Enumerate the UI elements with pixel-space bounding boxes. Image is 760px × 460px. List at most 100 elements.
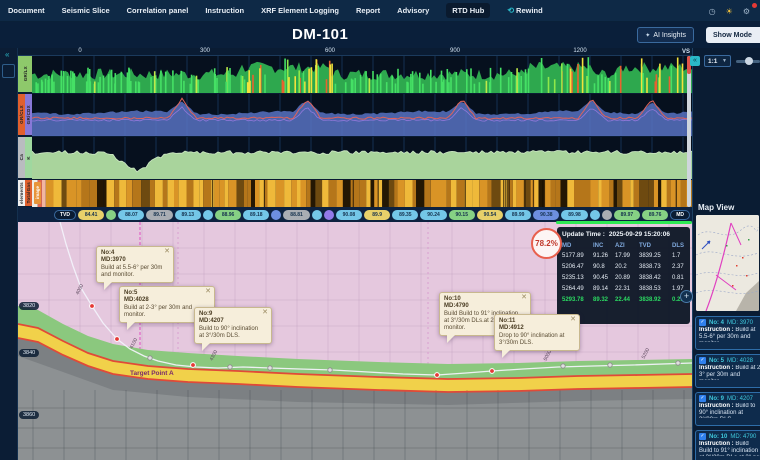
close-icon[interactable]: ✕	[262, 309, 268, 316]
checkbox-checked-icon[interactable]: ✓	[699, 433, 706, 440]
depth-label: 3840	[19, 349, 40, 357]
ai-insights-label: AI Insights	[653, 31, 686, 39]
progress-badge: 78.2%	[531, 228, 562, 259]
checkbox-checked-icon[interactable]: ✓	[699, 319, 706, 326]
menu-item-xrf-element-logging[interactable]: XRF Element Logging	[261, 6, 339, 15]
wellbore-path	[59, 222, 692, 376]
ruler-segment: 89.99	[505, 209, 532, 220]
survey-cell: 5293.78	[562, 297, 584, 303]
item-no: No: 10	[709, 433, 728, 440]
collapse-left-icon[interactable]: «	[5, 50, 10, 59]
zoom-in-button[interactable]: +	[680, 290, 693, 303]
menu-item-instruction[interactable]: Instruction	[205, 6, 245, 15]
collapse-sidebar-icon[interactable]: «	[690, 56, 700, 66]
track-label-totalgas[interactable]: TotalGas	[25, 180, 32, 206]
close-icon[interactable]: ✕	[570, 316, 576, 323]
menu-item-rewind[interactable]: ⟲ Rewind	[507, 6, 543, 15]
image-track-tag: image	[34, 182, 41, 204]
track-scrollbar-thumb[interactable]	[687, 56, 691, 74]
history-icon[interactable]: ◷	[708, 6, 716, 16]
ruler-right-label: MD	[670, 209, 690, 220]
menu-item-rtd-hub[interactable]: RTD Hub	[446, 3, 491, 18]
item-instruction-label: Instruction :	[699, 441, 736, 447]
scale-tick: 1200	[573, 48, 587, 54]
show-mode-button[interactable]: Show Mode	[706, 27, 760, 43]
survey-cell: 22.44	[615, 297, 631, 303]
well-cross-section[interactable]: Target Point A Update Time : 2025-09-29 …	[18, 221, 693, 460]
ruler-segment: 90.15	[448, 209, 475, 220]
survey-cell: 91.26	[593, 253, 609, 259]
survey-col-azi: AZI	[615, 243, 625, 249]
item-instruction-label: Instruction :	[699, 403, 736, 409]
track-label-gr-clx[interactable]: GR/CLX	[18, 94, 25, 135]
ruler-segment: 90.08	[335, 209, 363, 220]
theme-icon[interactable]: ☀	[725, 6, 733, 16]
map-view-thumbnail[interactable]	[696, 215, 759, 311]
gray-shadow-band	[18, 338, 692, 405]
left-tool-box[interactable]	[2, 64, 15, 78]
menu-item-correlation-panel[interactable]: Correlation panel	[126, 6, 189, 15]
close-icon[interactable]: ✕	[521, 294, 527, 301]
horizontal-scroll-thumb[interactable]	[556, 221, 692, 224]
item-no: No: 4	[709, 319, 724, 326]
instruction-callout[interactable]: No:4 MD:3970 ✕ Build at 5.5-6° per 30m and …	[96, 246, 174, 290]
ruler-segment	[271, 209, 282, 220]
menu-item-seismic-slice[interactable]: Seismic Slice	[61, 6, 110, 15]
ruler-segment: 89.98	[561, 209, 588, 220]
survey-cell: 5264.49	[562, 286, 584, 292]
notification-dot	[752, 3, 757, 8]
instruction-list-item[interactable]: ✓ No: 10 MD: 4790 Instruction : Build Build…	[695, 430, 760, 460]
track-label-elements[interactable]: elements	[18, 180, 25, 206]
survey-table-overlay: Update Time : 2025-09-29 15:20:06 MD INC A…	[557, 227, 690, 324]
top-menu-bar: Document Seismic Slice Correlation panel In…	[0, 0, 760, 22]
instruction-list-item[interactable]: ✓ No: 9 MD: 4207 Instruction : Build to 90°…	[695, 392, 760, 426]
checkbox-checked-icon[interactable]: ✓	[699, 357, 706, 364]
survey-row: 5293.78 89.32 22.44 3838.92 0.23	[562, 295, 686, 306]
scale-tick: 300	[199, 48, 211, 54]
track2-curves	[32, 94, 692, 136]
item-instruction: Instruction : Build at 5.5-6° per 30m an…	[699, 327, 756, 342]
ruler-segment: 88.81	[283, 209, 310, 220]
track-label-k[interactable]: K	[25, 137, 32, 178]
menu-item-advisory[interactable]: Advisory	[397, 6, 430, 15]
green-layer	[18, 306, 692, 379]
survey-cell: 3838.53	[639, 286, 661, 292]
track-label-gr-lx[interactable]: GR/LX	[18, 56, 32, 92]
ruler-segment: 89.71	[146, 209, 173, 220]
tvd-ruler: TVD 84.41 88.07 89.71 89.13 88.96 89.18 88.81 90…	[18, 207, 692, 222]
close-icon[interactable]: ✕	[164, 248, 170, 255]
survey-cell: 3838.92	[639, 297, 661, 303]
zoom-slider-handle[interactable]	[745, 57, 753, 65]
track-scrollbar[interactable]	[687, 56, 691, 207]
survey-row: 5206.47 90.8 20.2 3838.73 2.37	[562, 262, 686, 273]
ruler-segment	[589, 209, 600, 220]
item-no: No: 9	[709, 395, 724, 402]
survey-cell: 90.8	[593, 264, 605, 270]
menu-item-report[interactable]: Report	[355, 6, 381, 15]
instruction-callout[interactable]: No:9 MD:4207 ✕ Build to 90° inclination at …	[194, 307, 272, 351]
survey-cell: 5235.13	[562, 275, 584, 281]
checkbox-checked-icon[interactable]: ✓	[699, 395, 706, 402]
close-icon[interactable]: ✕	[205, 288, 211, 295]
callout-md: MD:4028	[124, 297, 149, 303]
formation-top-line	[18, 323, 692, 380]
track-label-ca[interactable]: Ca	[18, 137, 25, 178]
ruler-segment: 89.97	[613, 209, 640, 220]
callout-text: Build at 5.5-6° per 30m and monitor.	[101, 265, 163, 278]
scale-ratio-select[interactable]: 1:1 ▼	[704, 55, 731, 67]
survey-cell: 89.14	[593, 286, 609, 292]
survey-cell: 5177.89	[562, 253, 584, 259]
settings-icon[interactable]: ⚙	[742, 6, 750, 16]
track-label-gr-cdx[interactable]: GR/CDX	[25, 94, 32, 135]
item-instruction-label: Instruction :	[699, 327, 736, 333]
survey-col-inc: INC	[593, 243, 604, 249]
menu-item-document[interactable]: Document	[8, 6, 45, 15]
ai-insights-button[interactable]: ✦ AI Insights	[637, 27, 694, 43]
instruction-list-item[interactable]: ✓ No: 4 MD: 3970 Instruction : Build at 5.5…	[695, 316, 760, 350]
callout-md: MD:3970	[101, 257, 126, 263]
menu-icon-group: ◷ ☀ ⚙	[709, 0, 750, 22]
ruler-segment: 90.24	[420, 209, 447, 220]
instruction-callout[interactable]: No:11 MD:4912 ✕ Drop to 90° inclination at …	[494, 314, 580, 358]
track-ca-k: Ca K	[18, 137, 692, 179]
